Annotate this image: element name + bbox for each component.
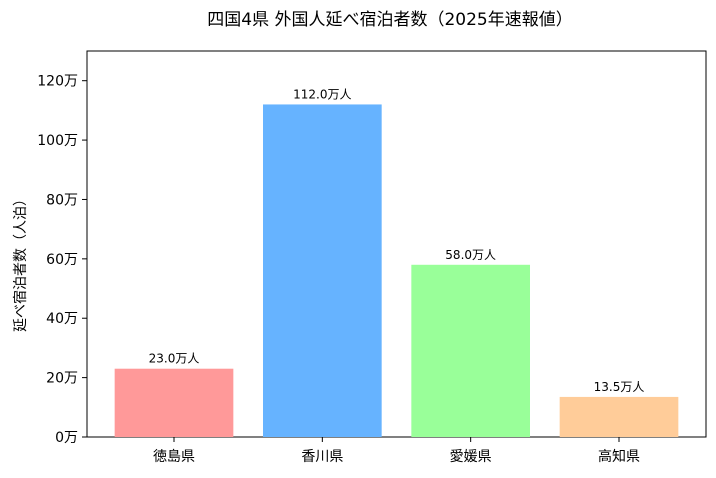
bar xyxy=(559,396,679,437)
x-tick-label: 徳島県 xyxy=(153,449,195,465)
x-tick-label: 高知県 xyxy=(598,448,640,465)
bar-data-label: 58.0万人 xyxy=(445,248,496,262)
y-tick-label: 40万 xyxy=(46,311,78,327)
y-tick-label: 100万 xyxy=(37,133,78,149)
x-axis-ticks: 徳島県 香川県 愛媛県 高知県 xyxy=(153,437,640,465)
bar xyxy=(411,264,530,437)
chart-title: 四国4県 外国人延べ宿泊者数（2025年速報値） xyxy=(207,10,572,30)
y-axis-label: 延べ宿泊者数（人泊） xyxy=(12,192,29,332)
plot-area-frame xyxy=(86,50,707,438)
bars-group: 23.0万人 112.0万人 58.0万人 13.5万人 xyxy=(114,87,679,437)
bar-data-label: 13.5万人 xyxy=(594,380,645,394)
bar-data-label: 23.0万人 xyxy=(149,352,200,366)
y-tick-label: 120万 xyxy=(37,74,78,90)
y-tick-label: 0万 xyxy=(55,430,78,446)
y-tick-label: 20万 xyxy=(46,371,78,387)
y-tick-label: 80万 xyxy=(46,192,78,208)
y-axis-ticks: 0万 20万 40万 60万 80万 100万 120万 xyxy=(37,74,87,446)
x-tick-label: 香川県 xyxy=(301,449,343,465)
x-tick-label: 愛媛県 xyxy=(450,449,492,465)
bar xyxy=(114,368,234,437)
y-tick-label: 60万 xyxy=(46,252,78,268)
bar xyxy=(263,104,382,437)
bar-data-label: 112.0万人 xyxy=(293,87,351,101)
